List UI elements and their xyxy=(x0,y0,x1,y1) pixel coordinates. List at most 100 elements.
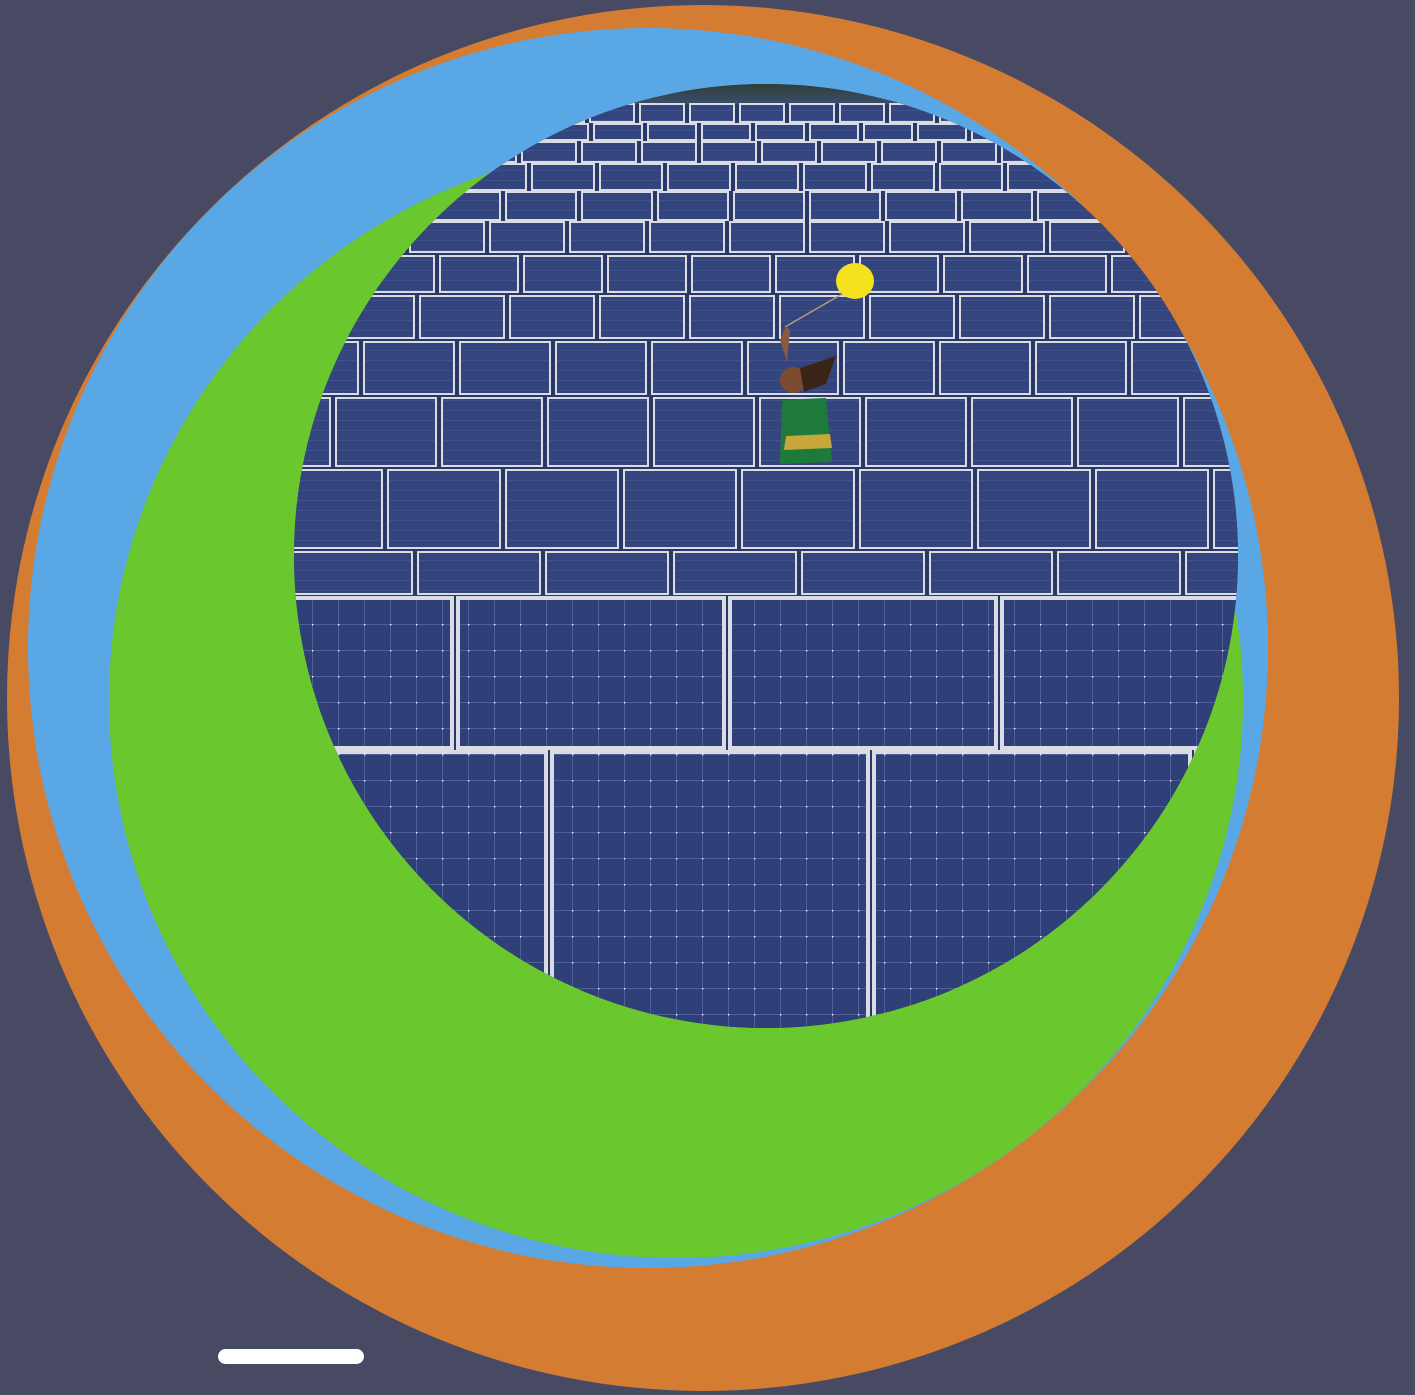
solar-panel xyxy=(1133,123,1183,141)
solar-panel xyxy=(294,551,413,595)
solar-panel xyxy=(505,191,577,221)
solar-panel xyxy=(509,295,595,339)
solar-panel xyxy=(651,341,743,395)
solar-panel xyxy=(701,123,751,141)
solar-panel xyxy=(755,123,805,141)
solar-panel xyxy=(881,141,937,163)
solar-panel xyxy=(801,551,925,595)
solar-panel xyxy=(550,750,870,1028)
solar-panel xyxy=(459,341,551,395)
solar-panel xyxy=(869,295,955,339)
solar-panel xyxy=(733,191,805,221)
solar-panel xyxy=(417,551,541,595)
solar-panel xyxy=(545,551,669,595)
solar-panel xyxy=(959,295,1045,339)
solar-panel xyxy=(599,295,685,339)
solar-panel xyxy=(701,141,757,163)
solar-panel xyxy=(1139,103,1185,123)
solar-panel xyxy=(821,141,877,163)
solar-panel xyxy=(803,163,867,191)
solar-panel xyxy=(969,221,1045,253)
solar-panel xyxy=(871,163,935,191)
solar-panel xyxy=(939,341,1031,395)
solar-panel xyxy=(673,551,797,595)
solar-panel xyxy=(1211,163,1238,191)
solar-panel xyxy=(939,163,1003,191)
solar-panel xyxy=(547,397,649,467)
solar-panel xyxy=(917,123,967,141)
child-with-balloon xyxy=(780,263,874,464)
solar-panel xyxy=(1187,123,1237,141)
solar-panel xyxy=(971,397,1073,467)
solar-panel xyxy=(531,163,595,191)
solar-panel xyxy=(1095,469,1209,549)
solar-panel xyxy=(859,255,939,293)
solar-panel xyxy=(1035,341,1127,395)
solar-panel xyxy=(729,221,805,253)
solar-panel xyxy=(1057,551,1181,595)
solar-panel xyxy=(641,141,697,163)
solar-panel xyxy=(607,255,687,293)
solar-panel xyxy=(581,141,637,163)
solar-panel xyxy=(943,255,1023,293)
solar-panel xyxy=(335,397,437,467)
solar-panel xyxy=(739,103,785,123)
solar-panel xyxy=(735,163,799,191)
solar-panel xyxy=(1185,551,1238,595)
solar-panel xyxy=(741,469,855,549)
solar-panel xyxy=(569,221,645,253)
solar-panel xyxy=(1189,103,1235,123)
solar-panel xyxy=(419,295,505,339)
solar-panel xyxy=(363,341,455,395)
solar-panel xyxy=(863,123,913,141)
solar-panel xyxy=(889,221,965,253)
solar-panel xyxy=(961,191,1033,221)
solar-panel xyxy=(809,123,859,141)
solar-panel xyxy=(593,123,643,141)
solar-panel xyxy=(859,469,973,549)
solar-panel xyxy=(1242,124,1290,140)
solar-panel xyxy=(667,163,731,191)
solar-panel xyxy=(387,469,501,549)
solar-panel xyxy=(1089,103,1135,123)
solar-panel xyxy=(1240,104,1284,122)
solar-panel xyxy=(839,103,885,123)
solar-panel xyxy=(689,295,775,339)
solar-panel xyxy=(505,469,619,549)
solar-panel xyxy=(1049,295,1135,339)
slider-pill[interactable] xyxy=(218,1349,364,1364)
solar-panel xyxy=(885,191,957,221)
solar-panel xyxy=(441,397,543,467)
solar-panel xyxy=(761,141,817,163)
solar-panel xyxy=(623,469,737,549)
solar-panel xyxy=(929,551,1053,595)
solar-panel xyxy=(1077,397,1179,467)
solar-panel xyxy=(649,221,725,253)
solar-panel xyxy=(809,221,885,253)
solar-panel xyxy=(555,341,647,395)
solar-panel xyxy=(843,341,935,395)
solar-panel xyxy=(865,397,967,467)
solar-panel xyxy=(1242,142,1296,162)
solar-panel xyxy=(456,596,726,750)
yellow-balloon xyxy=(836,263,874,299)
solar-panel xyxy=(809,191,881,221)
solar-panel xyxy=(581,191,653,221)
solar-panel xyxy=(294,469,383,549)
solar-panel xyxy=(639,103,685,123)
solar-panel xyxy=(489,221,565,253)
solar-panel xyxy=(789,103,835,123)
solar-panel xyxy=(1027,255,1107,293)
solar-panel xyxy=(728,596,998,750)
solar-panel xyxy=(941,141,997,163)
solar-panel xyxy=(647,123,697,141)
solar-panel xyxy=(657,191,729,221)
solar-panel xyxy=(653,397,755,467)
solar-panel xyxy=(439,255,519,293)
solar-panel xyxy=(1000,596,1238,750)
solar-panel xyxy=(779,295,865,339)
solar-panel xyxy=(521,141,577,163)
solar-panel xyxy=(977,469,1091,549)
